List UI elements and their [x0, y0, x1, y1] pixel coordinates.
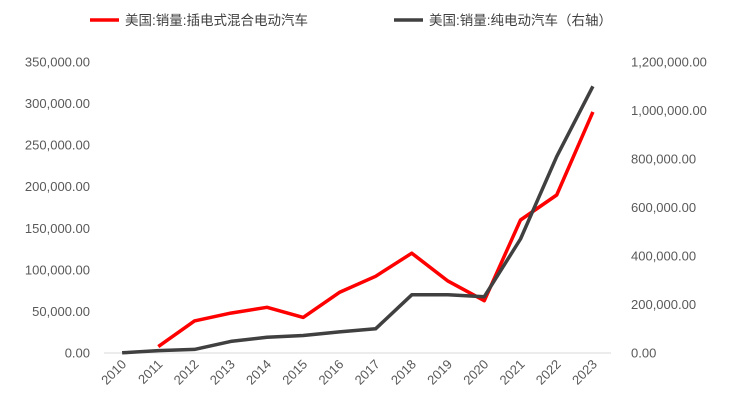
x-tick-label: 2010	[98, 357, 129, 388]
legend: 美国:销量:插电式混合电动汽车 美国:销量:纯电动汽车（右轴）	[90, 12, 612, 28]
y-left-tick-label: 100,000.00	[25, 262, 90, 277]
legend-label-bev: 美国:销量:纯电动汽车（右轴）	[429, 12, 612, 28]
x-tick-label: 2014	[243, 357, 274, 388]
x-tick-label: 2018	[388, 357, 419, 388]
x-tick-label: 2011	[135, 357, 165, 387]
x-tick-label: 2017	[352, 357, 383, 388]
x-tick-label: 2021	[497, 357, 528, 388]
y-left-tick-label: 50,000.00	[32, 304, 90, 319]
axes: 0.00 50,000.00 100,000.00 150,000.00 200,000…	[25, 55, 707, 388]
y-right-tick-label: 0.00	[631, 346, 656, 361]
y-left-tick-label: 250,000.00	[25, 138, 90, 153]
x-tick-label: 2019	[424, 357, 455, 388]
y-left-tick-label: 0.00	[65, 346, 90, 361]
y-right-tick-label: 400,000.00	[631, 249, 696, 264]
y-left-tick-label: 200,000.00	[25, 179, 90, 194]
series-line-phev	[157, 111, 595, 349]
y-left-tick-label: 350,000.00	[25, 55, 90, 70]
series-lines	[121, 85, 595, 355]
y-left-tick-label: 150,000.00	[25, 221, 90, 236]
y-right-tick-label: 1,000,000.00	[631, 103, 707, 118]
x-tick-label: 2020	[460, 357, 491, 388]
x-tick-label: 2022	[533, 357, 564, 388]
y-right-tick-label: 600,000.00	[631, 200, 696, 215]
x-tick-label: 2013	[207, 357, 238, 388]
y-right-tick-label: 1,200,000.00	[631, 55, 707, 70]
y-right-tick-label: 200,000.00	[631, 297, 696, 312]
x-tick-label: 2015	[279, 357, 310, 388]
y-left-tick-label: 300,000.00	[25, 96, 90, 111]
y-right-tick-label: 800,000.00	[631, 152, 696, 167]
x-tick-label: 2016	[315, 357, 346, 388]
x-tick-label: 2012	[171, 357, 202, 388]
legend-label-phev: 美国:销量:插电式混合电动汽车	[125, 12, 308, 28]
series-line-bev	[121, 85, 595, 355]
x-tick-label: 2023	[569, 357, 600, 388]
